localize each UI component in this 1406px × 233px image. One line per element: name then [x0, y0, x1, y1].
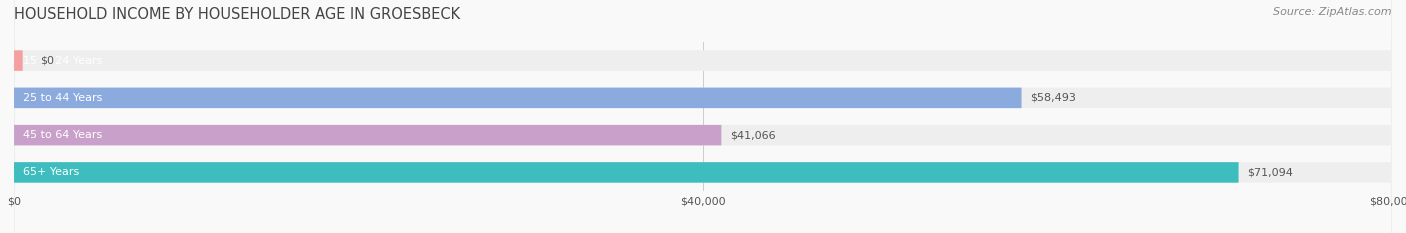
Text: $71,094: $71,094	[1247, 168, 1294, 177]
Text: 25 to 44 Years: 25 to 44 Years	[22, 93, 103, 103]
FancyBboxPatch shape	[14, 0, 1392, 233]
Text: Source: ZipAtlas.com: Source: ZipAtlas.com	[1274, 7, 1392, 17]
FancyBboxPatch shape	[14, 125, 721, 145]
Text: 45 to 64 Years: 45 to 64 Years	[22, 130, 101, 140]
FancyBboxPatch shape	[14, 88, 1022, 108]
Text: HOUSEHOLD INCOME BY HOUSEHOLDER AGE IN GROESBECK: HOUSEHOLD INCOME BY HOUSEHOLDER AGE IN G…	[14, 7, 460, 22]
Text: $58,493: $58,493	[1031, 93, 1076, 103]
Text: 65+ Years: 65+ Years	[22, 168, 79, 177]
Text: $0: $0	[39, 56, 53, 65]
FancyBboxPatch shape	[14, 0, 1392, 233]
FancyBboxPatch shape	[14, 0, 1392, 233]
FancyBboxPatch shape	[14, 0, 1392, 233]
Text: 15 to 24 Years: 15 to 24 Years	[22, 56, 101, 65]
Text: $41,066: $41,066	[730, 130, 776, 140]
FancyBboxPatch shape	[14, 50, 22, 71]
FancyBboxPatch shape	[14, 162, 1239, 183]
